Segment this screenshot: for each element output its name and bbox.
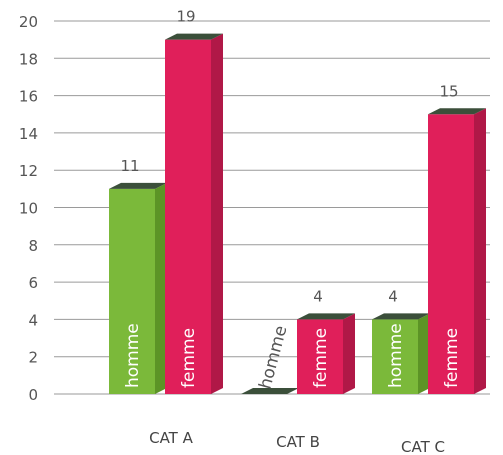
y-tick-label: 16 [19, 88, 38, 106]
bar-femme-cat-c: femme [428, 108, 486, 394]
bar-femme-cat-a: femme [165, 33, 223, 395]
y-tick-label: 8 [28, 237, 38, 255]
data-label: 15 [439, 82, 458, 100]
bar-series-label: homme [256, 324, 292, 392]
bar-side [343, 313, 355, 394]
data-label: 19 [176, 8, 195, 26]
bar-top [297, 313, 355, 320]
bar-front [165, 39, 211, 395]
bar-front [428, 114, 474, 394]
category-label: CAT B [276, 433, 320, 451]
bar-front [109, 188, 155, 394]
bars: homme femme homme femme homme femme [109, 33, 486, 395]
bar-top [165, 33, 223, 40]
y-axis-tick-labels: 0 2 4 6 8 10 12 14 16 18 20 [19, 13, 38, 404]
bar-top [428, 108, 486, 115]
y-tick-label: 20 [19, 13, 38, 31]
bar-series-label: homme [123, 323, 143, 388]
bar-series-label: homme [386, 323, 406, 388]
data-label: 4 [388, 287, 398, 305]
bar-homme-cat-a: homme [109, 182, 167, 394]
y-tick-label: 6 [28, 274, 38, 292]
bar-side [155, 182, 167, 394]
category-label: CAT C [401, 438, 445, 455]
bar-series-label: femme [179, 328, 199, 388]
bar-side [211, 33, 223, 395]
bar-side [418, 313, 430, 394]
y-tick-label: 2 [28, 349, 38, 367]
bar-homme-cat-c: homme [372, 313, 430, 394]
bar-side [474, 108, 486, 394]
bar-series-label: femme [442, 328, 462, 388]
data-label: 4 [313, 287, 323, 305]
bar-series-label: femme [311, 328, 331, 388]
y-tick-label: 14 [19, 125, 38, 143]
bar-front [297, 319, 343, 394]
category-label: CAT A [149, 429, 194, 447]
bar-top [372, 313, 430, 320]
y-tick-label: 0 [28, 386, 38, 404]
bar-top [241, 388, 299, 394]
y-tick-label: 12 [19, 162, 38, 180]
y-tick-label: 4 [28, 311, 38, 329]
bar-femme-cat-b: femme [297, 313, 355, 394]
bar-homme-cat-b: homme [241, 324, 299, 394]
data-labels: 11 19 4 4 15 [120, 8, 458, 306]
category-labels: CAT A CAT B CAT C [149, 429, 445, 455]
bar-top [109, 182, 167, 189]
y-tick-label: 18 [19, 50, 38, 68]
bar-front [372, 319, 418, 394]
data-label: 11 [120, 157, 139, 175]
y-tick-label: 10 [19, 200, 38, 218]
